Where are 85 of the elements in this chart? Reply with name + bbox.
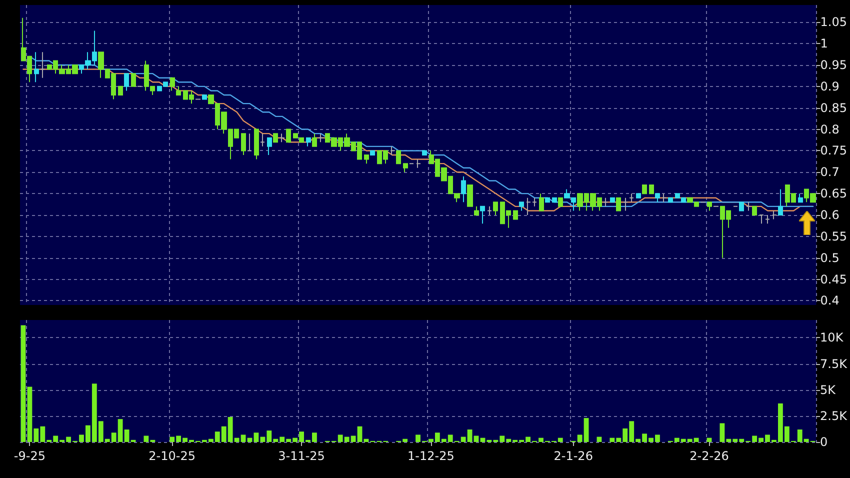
y-tick-label: 7.5K	[820, 356, 848, 371]
candlestick	[662, 193, 667, 203]
candlestick	[480, 206, 485, 224]
candlestick	[772, 210, 777, 220]
candlestick	[124, 73, 129, 92]
candlestick	[306, 137, 311, 147]
candlestick	[778, 188, 783, 216]
candlestick	[629, 193, 634, 203]
x-tick-label: 2-2-26	[690, 449, 729, 463]
candlestick	[603, 197, 608, 207]
candlestick	[798, 193, 803, 203]
candlestick	[131, 73, 136, 87]
candlestick	[707, 202, 712, 212]
candlestick	[649, 184, 654, 194]
y-tick-label: 2.5K	[820, 408, 848, 423]
x-tick-label: 2-1-26	[554, 449, 593, 463]
y-tick-label: 0.75	[820, 144, 847, 158]
candlestick	[493, 202, 498, 216]
candlestick	[759, 214, 764, 224]
candlestick	[752, 206, 757, 216]
candlestick	[545, 197, 550, 203]
candlestick	[370, 150, 375, 156]
x-tick-label: 2-10-25	[148, 449, 196, 463]
candlestick	[280, 133, 285, 143]
y-tick-label: 0.5	[820, 250, 840, 265]
candlestick	[461, 176, 466, 203]
candlestick	[765, 214, 770, 224]
x-tick-label: 3-11-25	[278, 449, 325, 463]
candlestick	[539, 193, 544, 212]
y-tick-label: 1	[820, 36, 828, 51]
y-tick-label: 0	[820, 435, 828, 449]
y-tick-label: 1.05	[820, 15, 847, 30]
candlestick	[247, 133, 252, 152]
candlestick	[241, 133, 246, 156]
candlestick	[642, 184, 647, 194]
candlestick	[273, 133, 278, 143]
candlestick	[422, 150, 427, 156]
candlestick	[655, 193, 660, 203]
candlestick	[202, 94, 207, 100]
candlestick	[40, 52, 45, 78]
candlestick	[170, 77, 175, 92]
y-tick-label: 0.9	[820, 79, 840, 94]
candlestick	[746, 202, 751, 212]
candlestick	[513, 210, 518, 220]
y-tick-label: 0.55	[820, 229, 847, 244]
y-tick-label: 0.45	[820, 272, 847, 286]
candlestick	[519, 202, 524, 212]
candlestick	[636, 193, 641, 198]
candlestick	[364, 154, 369, 164]
candlestick	[526, 197, 531, 216]
candlestick	[176, 86, 181, 96]
candlestick	[668, 197, 673, 203]
candlestick	[610, 197, 615, 203]
candlestick	[260, 133, 265, 147]
candlestick	[254, 128, 259, 160]
candlestick	[739, 202, 744, 212]
y-tick-label: 0.6	[820, 208, 840, 222]
candlestick	[34, 52, 39, 83]
y-tick-label: 5K	[820, 382, 837, 397]
candlestick	[487, 206, 492, 216]
candlestick	[616, 197, 621, 212]
candlestick	[474, 206, 479, 216]
y-tick-label: 10K	[820, 330, 844, 345]
candlestick	[390, 146, 395, 156]
x-tick-label: 1-12-25	[408, 449, 454, 463]
candlestick	[318, 133, 324, 143]
y-tick-label: 0.65	[820, 186, 847, 201]
y-tick-label: 0.85	[820, 100, 847, 115]
y-tick-label: 0.7	[820, 165, 840, 180]
candlestick	[267, 137, 272, 156]
x-tick-label: -9-25	[14, 449, 46, 463]
candlestick	[118, 86, 123, 96]
candlestick	[532, 197, 537, 207]
candlestick	[312, 133, 317, 147]
candlestick	[286, 128, 291, 143]
candlestick	[558, 197, 563, 207]
candlestick	[623, 197, 628, 212]
candlestick	[396, 150, 401, 164]
y-tick-label: 0.4	[820, 294, 840, 308]
y-tick-label: 0.95	[820, 58, 847, 72]
candlestick	[416, 158, 421, 168]
y-tick-label: 0.8	[820, 122, 840, 136]
candlestick	[467, 184, 473, 207]
candlestick	[552, 197, 557, 203]
candlestick	[403, 163, 408, 173]
